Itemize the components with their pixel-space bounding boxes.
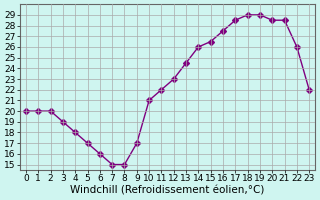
X-axis label: Windchill (Refroidissement éolien,°C): Windchill (Refroidissement éolien,°C) bbox=[70, 186, 265, 196]
